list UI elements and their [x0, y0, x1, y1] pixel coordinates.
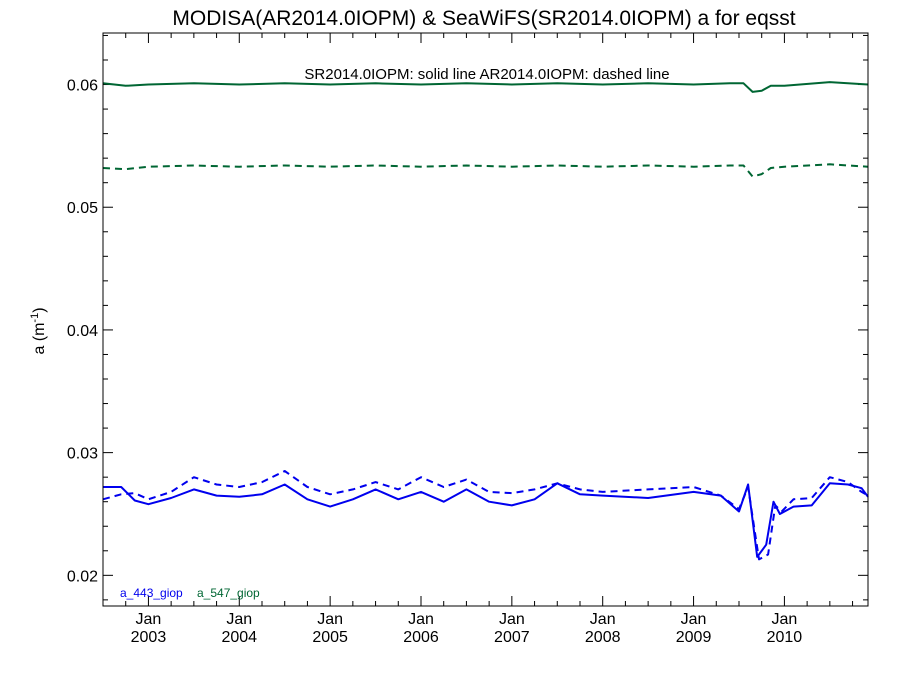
x-tick-label-month: Jan [590, 611, 616, 628]
series-line-a-443-giop-solid [103, 482, 869, 558]
series-layer [102, 81, 869, 561]
x-tick-label-year: 2006 [403, 629, 439, 646]
y-axis-label-sup: -1 [29, 313, 41, 323]
y-axis-label-text: a (m [31, 323, 48, 355]
legend-entry-a-547: a_547_giop [197, 586, 260, 600]
y-tick-label: 0.06 [67, 78, 98, 95]
series-line-a-547-giop-solid [102, 81, 869, 93]
y-tick-label: 0.05 [67, 200, 98, 217]
x-tick-label-month: Jan [136, 611, 162, 628]
x-tick-label-year: 2004 [221, 629, 257, 646]
x-tick-label-year: 2007 [494, 629, 530, 646]
legend: a_443_giop a_547_giop [120, 586, 260, 600]
y-axis-label: a (m-1) [29, 307, 48, 354]
series-line-a-547-giop-dashed [102, 163, 869, 178]
x-tick-label-month: Jan [226, 611, 252, 628]
x-tick-label-month: Jan [772, 611, 798, 628]
legend-entry-a-443: a_443_giop [120, 586, 183, 600]
x-tick-label-year: 2009 [676, 629, 712, 646]
y-axis-label-close: ) [31, 307, 48, 312]
svg-text:a (m-1): a (m-1) [29, 307, 48, 354]
series-line-a-443-giop-dashed [102, 470, 869, 561]
x-tick-label-month: Jan [408, 611, 434, 628]
plot-frame [102, 32, 869, 607]
y-tick-label: 0.03 [67, 446, 98, 463]
y-tick-label: 0.04 [67, 323, 98, 340]
tick-labels: 0.020.030.040.050.06Jan2003Jan2004Jan200… [67, 78, 802, 646]
x-tick-label-month: Jan [499, 611, 525, 628]
line-style-annotation: SR2014.0IOPM: solid line AR2014.0IOPM: d… [304, 66, 669, 83]
x-tick-label-year: 2003 [131, 629, 167, 646]
x-tick-label-month: Jan [317, 611, 343, 628]
x-tick-label-year: 2010 [767, 629, 803, 646]
axis-ticks [103, 33, 868, 606]
x-tick-label-year: 2005 [312, 629, 348, 646]
x-tick-label-year: 2008 [585, 629, 621, 646]
y-tick-label: 0.02 [67, 568, 98, 585]
chart-title: MODISA(AR2014.0IOPM) & SeaWiFS(SR2014.0I… [172, 7, 795, 30]
x-tick-label-month: Jan [681, 611, 707, 628]
